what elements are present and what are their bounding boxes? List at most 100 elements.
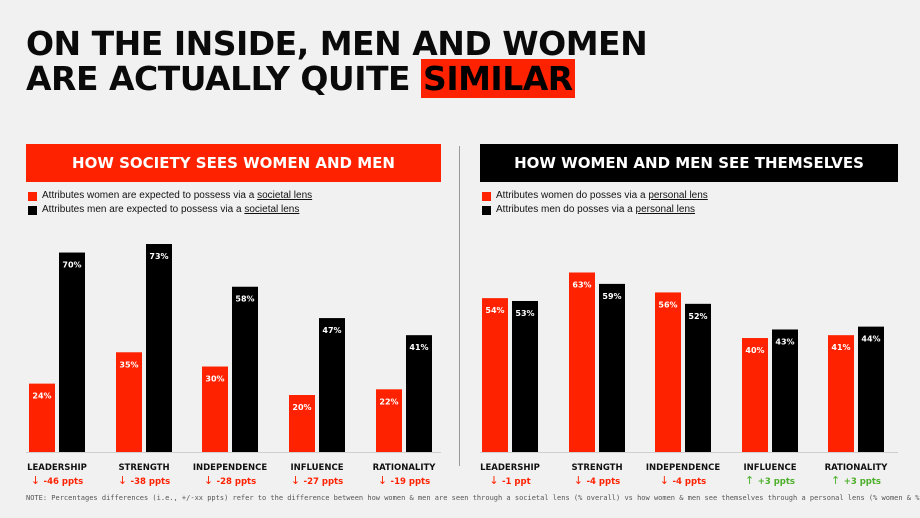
right-legend: Attributes women do posses via a persona… <box>482 189 708 217</box>
difference-label: ↓ -4 ppts <box>574 474 620 487</box>
category-label: STRENGTH <box>571 463 622 473</box>
data-label: 40% <box>745 346 764 355</box>
difference-label: ↓ -46 ppts <box>31 474 83 487</box>
arrow-up-icon: ↑ <box>745 474 758 487</box>
data-label: 20% <box>292 403 311 412</box>
arrow-down-icon: ↓ <box>118 474 131 487</box>
bar-men <box>512 300 538 452</box>
left-panel-title: HOW SOCIETY SEES WOMEN AND MEN <box>72 154 395 172</box>
legend-swatch-women <box>482 191 491 201</box>
legend-item-men: Attributes men do posses via a personal … <box>482 203 708 217</box>
difference-label: ↑ +3 ppts <box>745 474 795 487</box>
difference-text: -1 ppt <box>502 477 531 487</box>
category-label: INDEPENDENCE <box>193 463 268 473</box>
data-label: 58% <box>235 295 254 304</box>
bar-men <box>685 303 711 452</box>
difference-text: -28 ppts <box>217 477 257 487</box>
difference-text: +3 ppts <box>758 477 795 487</box>
legend-link: personal lens <box>635 204 696 215</box>
difference-label: ↓ -1 ppt <box>489 474 530 487</box>
bar-women <box>482 298 508 452</box>
difference-label: ↓ -28 ppts <box>204 474 256 487</box>
difference-text: -46 ppts <box>44 477 84 487</box>
bar-men <box>406 335 432 452</box>
right-panel-title: HOW WOMEN AND MEN SEE THEMSELVES <box>514 154 864 172</box>
bar-men <box>319 318 345 452</box>
arrow-down-icon: ↓ <box>378 474 391 487</box>
legend-text: Attributes women are expected to possess… <box>42 190 255 201</box>
data-label: 41% <box>409 343 428 352</box>
data-label: 35% <box>119 360 138 369</box>
panel-divider <box>459 146 460 466</box>
bar-women <box>569 272 595 452</box>
bar-women <box>116 352 142 452</box>
category-label: LEADERSHIP <box>480 463 540 473</box>
difference-label: ↓ -38 ppts <box>118 474 170 487</box>
category-label: STRENGTH <box>118 463 169 473</box>
legend-link: societal lens <box>244 204 300 215</box>
arrow-up-icon: ↑ <box>831 474 844 487</box>
bar-women <box>828 335 854 452</box>
arrow-down-icon: ↓ <box>204 474 217 487</box>
left-legend: Attributes women are expected to possess… <box>28 189 312 217</box>
title-line-1: ON THE INSIDE, MEN AND WOMEN <box>26 24 648 63</box>
data-label: 54% <box>485 306 504 315</box>
legend-link: societal lens <box>257 190 313 201</box>
difference-text: +3 ppts <box>844 477 881 487</box>
title-line-2-prefix: ARE ACTUALLY QUITE <box>26 59 422 98</box>
arrow-down-icon: ↓ <box>574 474 587 487</box>
arrow-down-icon: ↓ <box>660 474 673 487</box>
data-label: 70% <box>62 261 81 270</box>
bar-women <box>202 366 228 452</box>
bar-women <box>742 338 768 452</box>
data-label: 22% <box>379 397 398 406</box>
arrow-down-icon: ↓ <box>489 474 502 487</box>
bar-women <box>29 383 55 452</box>
data-label: 52% <box>688 312 707 321</box>
bar-men <box>232 286 258 452</box>
legend-text: Attributes men are expected to possess v… <box>42 204 242 215</box>
category-label: RATIONALITY <box>373 463 437 473</box>
title-highlight: SIMILAR <box>421 59 575 98</box>
arrow-down-icon: ↓ <box>291 474 304 487</box>
legend-swatch-men <box>28 205 37 215</box>
footnote: NOTE: Percentages differences (i.e., +/-… <box>26 494 920 502</box>
legend-item-women: Attributes women are expected to possess… <box>28 189 312 203</box>
data-label: 24% <box>32 392 51 401</box>
left-panel-header: HOW SOCIETY SEES WOMEN AND MEN <box>26 144 441 182</box>
legend-link: personal lens <box>648 190 708 201</box>
bar-men <box>772 329 798 452</box>
difference-text: -19 ppts <box>391 477 431 487</box>
bar-women <box>376 389 402 452</box>
difference-text: -4 ppts <box>587 477 621 487</box>
bar-men <box>59 252 85 452</box>
legend-text: Attributes women do posses via a <box>496 190 646 201</box>
difference-label: ↓ -27 ppts <box>291 474 343 487</box>
data-label: 53% <box>515 309 534 318</box>
data-label: 73% <box>149 252 168 261</box>
data-label: 47% <box>322 326 341 335</box>
legend-item-women: Attributes women do posses via a persona… <box>482 189 708 203</box>
legend-item-men: Attributes men are expected to possess v… <box>28 203 312 217</box>
difference-label: ↓ -4 ppts <box>660 474 706 487</box>
category-label: RATIONALITY <box>825 463 889 473</box>
page-title: ON THE INSIDE, MEN AND WOMEN ARE ACTUALL… <box>26 24 648 98</box>
category-label: INDEPENDENCE <box>646 463 721 473</box>
difference-label: ↑ +3 ppts <box>831 474 881 487</box>
category-label: INFLUENCE <box>290 463 343 473</box>
title-line-2: ARE ACTUALLY QUITE SIMILAR <box>26 59 647 98</box>
bar-women <box>289 395 315 452</box>
bar-men <box>858 326 884 452</box>
bar-men <box>599 283 625 452</box>
difference-text: -38 ppts <box>131 477 171 487</box>
data-label: 30% <box>205 375 224 384</box>
legend-swatch-men <box>482 205 491 215</box>
legend-swatch-women <box>28 191 37 201</box>
category-label: LEADERSHIP <box>27 463 87 473</box>
data-label: 41% <box>831 343 850 352</box>
difference-text: -27 ppts <box>304 477 344 487</box>
difference-text: -4 ppts <box>673 477 707 487</box>
bar-women <box>655 292 681 452</box>
data-label: 44% <box>861 335 880 344</box>
